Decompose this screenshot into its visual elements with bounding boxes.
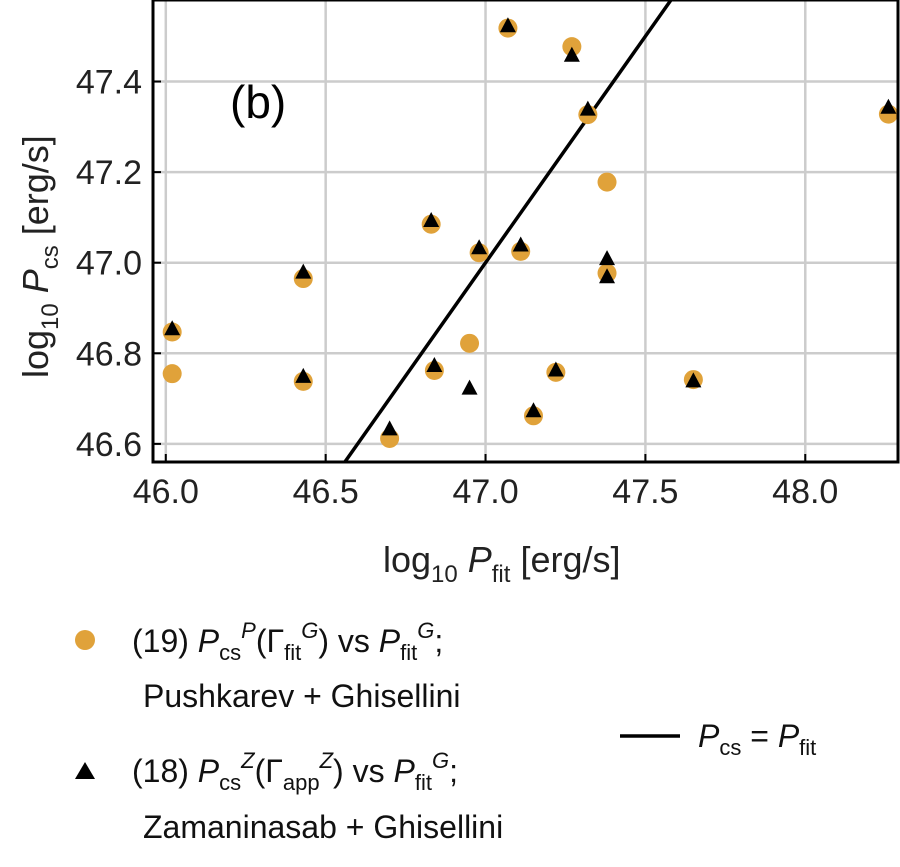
y-tick-label: 46.8 [76, 335, 142, 373]
y-tick-label: 47.4 [76, 64, 142, 102]
legend: (19) PcsP(ΓfitG) vs PfitG; Pushkarev + G… [75, 618, 816, 845]
panel-label: (b) [230, 76, 286, 128]
triangle-point [295, 367, 312, 383]
legend-triangle-marker [75, 762, 95, 779]
y-axis-label: log10Pcs[erg/s] [15, 135, 64, 378]
triangle-point [426, 356, 443, 372]
triangle-point [880, 98, 897, 114]
triangle-point [563, 46, 580, 62]
y-tick-label: 47.0 [76, 245, 142, 283]
y-tick-label: 47.2 [76, 154, 142, 192]
reference-line [342, 0, 674, 462]
triangle-point [164, 320, 181, 336]
x-tick-label: 48.0 [772, 473, 838, 511]
circle-point [562, 37, 582, 57]
x-tick-label: 47.5 [612, 473, 678, 511]
circle-point [162, 364, 182, 384]
x-tick-label: 46.5 [293, 473, 359, 511]
x-tick-labels: 46.0 46.5 47.0 47.5 48.0 [133, 473, 839, 511]
triangle-point [381, 420, 398, 436]
legend-triangle-line2: Zamaninasab + Ghisellini [143, 809, 503, 845]
triangle-point [685, 372, 702, 388]
reference-line-group [342, 0, 674, 462]
legend-circle-line2: Pushkarev + Ghisellini [143, 678, 460, 714]
x-tick-label: 46.0 [133, 473, 199, 511]
triangle-point [547, 361, 564, 377]
legend-circle-line1: (19) PcsP(ΓfitG) vs PfitG; [132, 618, 443, 665]
x-tick-label: 47.0 [452, 473, 518, 511]
legend-line-label: Pcs = Pfit [698, 718, 816, 760]
grid-lines [153, 0, 898, 462]
y-tick-labels: 46.6 46.8 47.0 47.2 47.4 [76, 64, 142, 464]
legend-triangle-line1: (18) PcsZ(ΓappZ) vs PfitG; [132, 748, 458, 795]
triangle-point [499, 17, 516, 33]
triangle-point [461, 379, 478, 395]
triangle-point [295, 263, 312, 279]
triangle-point [599, 250, 616, 266]
triangle-point [525, 402, 542, 418]
circle-point [597, 172, 617, 192]
x-axis-label: log10 Pfit [erg/s] [383, 539, 620, 588]
y-tick-label: 46.6 [76, 426, 142, 464]
triangle-point [579, 100, 596, 116]
triangle-point [471, 239, 488, 255]
triangle-point [512, 236, 529, 252]
circle-point [460, 333, 480, 353]
legend-circle-marker [75, 630, 95, 650]
triangle-series [164, 17, 897, 436]
triangle-point [599, 268, 616, 284]
triangle-point [423, 212, 440, 228]
plot-frame [151, 0, 900, 464]
